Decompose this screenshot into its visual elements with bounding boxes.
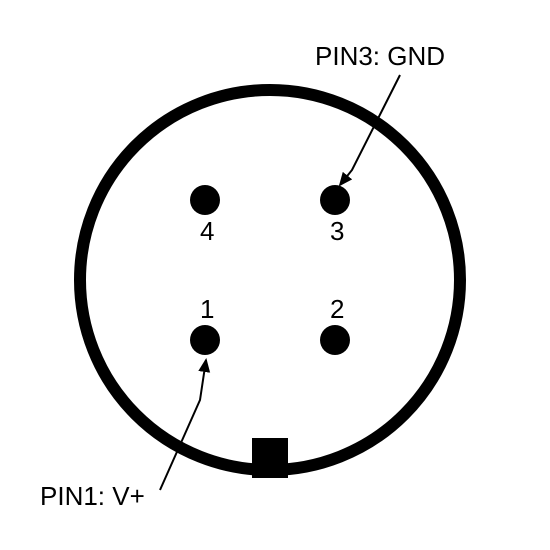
callout-label-pin3: PIN3: GND bbox=[315, 41, 445, 71]
key-notch bbox=[252, 438, 288, 478]
pin-label-2: 2 bbox=[330, 294, 344, 324]
connector-shell bbox=[80, 90, 460, 470]
callout-line-pin1 bbox=[160, 360, 206, 490]
pin-2 bbox=[320, 325, 350, 355]
pin-label-1: 1 bbox=[200, 294, 214, 324]
pin-1 bbox=[190, 325, 220, 355]
pin-3 bbox=[320, 185, 350, 215]
pin-4 bbox=[190, 185, 220, 215]
pin-label-4: 4 bbox=[200, 216, 214, 246]
callout-label-pin1: PIN1: V+ bbox=[40, 481, 145, 511]
connector-pinout-diagram: 1 2 3 4 PIN3: GND PIN1: V+ bbox=[0, 0, 550, 550]
pin-label-3: 3 bbox=[330, 216, 344, 246]
